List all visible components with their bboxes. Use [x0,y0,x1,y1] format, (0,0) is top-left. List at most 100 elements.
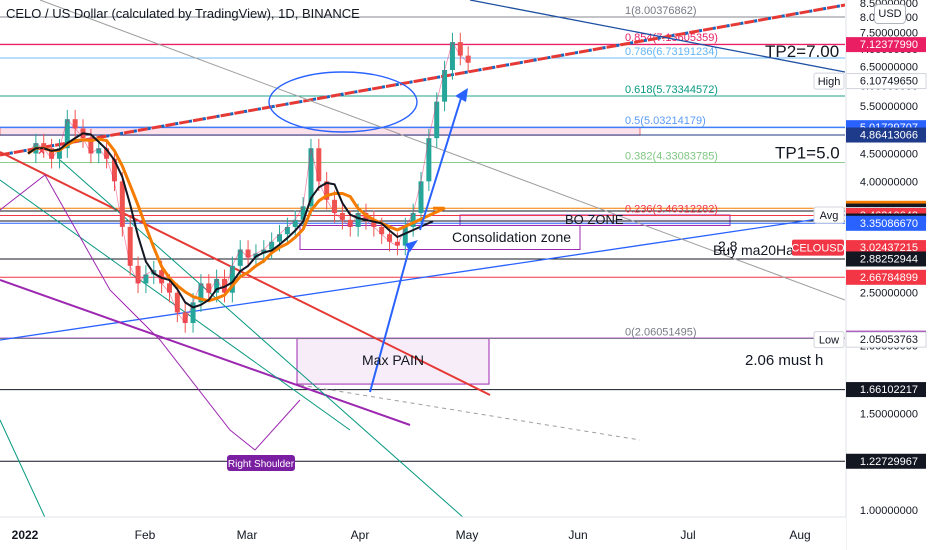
ma-black [27,132,434,309]
candle-body-31 [269,241,275,250]
candle-body-42 [355,212,361,227]
candle-body-6 [72,119,78,129]
currency-selector[interactable]: USD [874,4,906,24]
price-line [27,41,469,324]
y-tick-label-4: 6.50000000 [860,61,918,73]
green-diag-3 [0,419,46,517]
candle-body-36 [308,148,314,207]
x-tick-label-2: Mar [237,528,258,542]
candle-body-35 [300,206,306,220]
ma-orange [27,137,446,303]
price-label-bg-14 [845,331,927,348]
candle-body-45 [379,226,385,235]
hs-pattern [0,174,301,451]
y-tick-label-8: 4.50000000 [860,148,918,160]
candle-body-28 [245,249,251,258]
candle-body-55 [457,42,463,56]
candle-body-5 [64,119,70,149]
price-label-bg-1 [845,73,927,90]
candle-body-41 [347,219,353,227]
candle-body-18 [166,283,172,293]
candle-body-22 [198,283,204,303]
annotation-6: Max PAIN [362,352,424,368]
price-label-14: 2.05053763 [860,334,918,346]
arrow-1-head [405,240,418,252]
price-label-bg-15 [846,382,926,398]
x-marker: × [38,144,45,158]
candle-body-37 [316,148,322,182]
price-label-10: 3.02437215 [860,242,918,254]
fib-label-3: 0.618(5.73344572) [625,84,718,96]
fib-label-2: 0.786(6.73191234) [625,46,718,58]
time-axis: 2022 Feb Mar Apr May Jun Jul Aug [0,516,846,550]
candle-body-32 [277,234,283,242]
candle-body-40 [339,212,345,220]
candle-body-15 [143,274,149,284]
time-axis-bg [0,517,846,550]
candle-body-12 [119,181,125,227]
candle-body-13 [127,226,133,266]
price-label-0: 7.12377990 [860,39,918,51]
fib-label-5: 0.382(4.33083785) [625,151,718,163]
candle-body-53 [442,69,448,102]
candle-body-8 [88,138,94,154]
price-label-9: 3.35086670 [860,218,918,230]
candle-body-4 [56,148,62,159]
candle-body-14 [135,265,141,284]
candle-body-33 [284,226,290,235]
plot-area: 1(8.00376862)0.854(7.13605359)0.786(6.73… [0,0,845,517]
candle-body-39 [332,199,338,213]
annotation-7: 2.06 must h [745,352,823,369]
y-tick-label-12: 2.50000000 [860,288,918,300]
candle-body-44 [371,219,377,227]
candle-body-54 [449,42,455,70]
candle-body-46 [387,234,393,242]
candle-body-3 [49,148,55,159]
arrow-1 [369,245,411,393]
x-tick-label-6: Jul [680,528,695,542]
price-label-bg-0 [846,37,926,53]
right-shoulder-badge [227,455,295,471]
annotation-5: 2.8 [718,238,738,254]
candle-body-21 [190,302,196,323]
annotation-2: BO ZONE [565,212,624,227]
fib-label-0: 1(8.00376862) [625,5,697,17]
annotation-1: TP1=5.0 [775,143,840,162]
price-label-3: 4.86413066 [860,130,918,142]
candle-body-49 [410,212,416,227]
green-diag-1 [59,159,464,517]
y-tick-label-15: 1.00000000 [860,505,918,517]
channel-top [469,0,845,73]
price-label-bg-3 [846,127,926,143]
price-tag-14: Low [819,335,839,347]
price-tag-1: High [818,76,841,88]
price-tag-10: CELOUSD [791,243,844,255]
candle-body-52 [434,101,440,139]
candle-body-20 [182,312,188,323]
candle-body-34 [292,219,298,227]
consolidation-zone-box [299,224,581,251]
channel-upper-blue [0,214,845,341]
x-tick-label-1: Feb [135,528,156,542]
fib-label-4: 0.5(5.03214179) [625,115,706,127]
price-label-12: 2.66784899 [860,272,918,284]
candle-body-2 [41,143,47,149]
annotation-0: TP2=7.00 [765,42,839,61]
arrow-2 [419,94,463,231]
price-tag-bg-10 [792,239,844,256]
candle-body-51 [426,138,432,182]
y-tick-label-6: 5.50000000 [860,101,918,113]
price-tag-bg-6 [813,206,845,224]
dashed-trendline-red [0,3,845,157]
candle-body-27 [237,249,243,266]
x-tick-label-3: Apr [351,528,370,542]
candle-body-48 [402,226,408,246]
price-label-bg-9 [846,215,926,231]
x-tick-label-4: May [456,528,479,542]
candle-body-56 [465,55,471,63]
x-tick-label-5: Jun [568,528,587,542]
fib-label-6: 0.236(3.46312282) [625,203,718,215]
price-label-bg-16 [846,453,926,469]
